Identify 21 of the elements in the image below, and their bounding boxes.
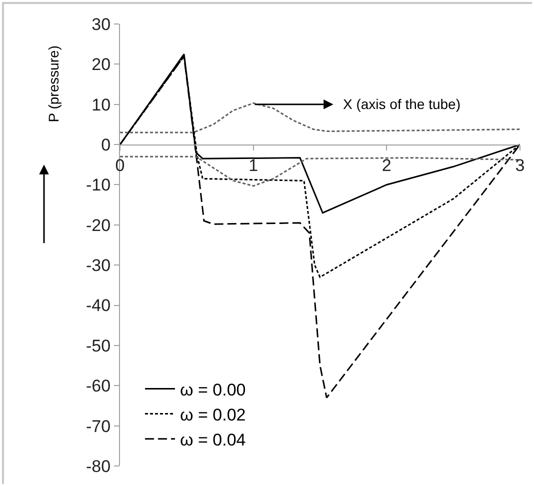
y-tick-label: -40	[86, 296, 111, 316]
y-tick-label: -80	[86, 456, 111, 476]
y-tick-label: 30	[92, 14, 111, 34]
y-tick-label: 20	[92, 55, 111, 74]
y-tick-label: -50	[86, 336, 111, 356]
y-tick-label: 10	[92, 95, 111, 114]
y-tick-label: -20	[86, 216, 111, 235]
y-tick-label: 0	[101, 136, 111, 154]
legend-label: ω = 0.00	[180, 380, 246, 400]
x-tick-label: 2	[382, 156, 392, 175]
x-tick-label: 0	[115, 156, 125, 175]
y-axis-title: P (pressure)	[46, 45, 62, 122]
legend-label: ω = 0.04	[180, 430, 246, 450]
y-tick-label: -60	[86, 376, 111, 396]
x-tick-label: 1	[248, 156, 258, 175]
y-tick-label: -30	[86, 256, 111, 276]
legend-label: ω = 0.02	[180, 405, 246, 424]
y-tick-label: -70	[86, 416, 111, 436]
y-tick-label: -10	[86, 176, 111, 195]
x-tick-label: 3	[515, 156, 525, 175]
x-axis-title: X (axis of the tube)	[343, 96, 461, 112]
